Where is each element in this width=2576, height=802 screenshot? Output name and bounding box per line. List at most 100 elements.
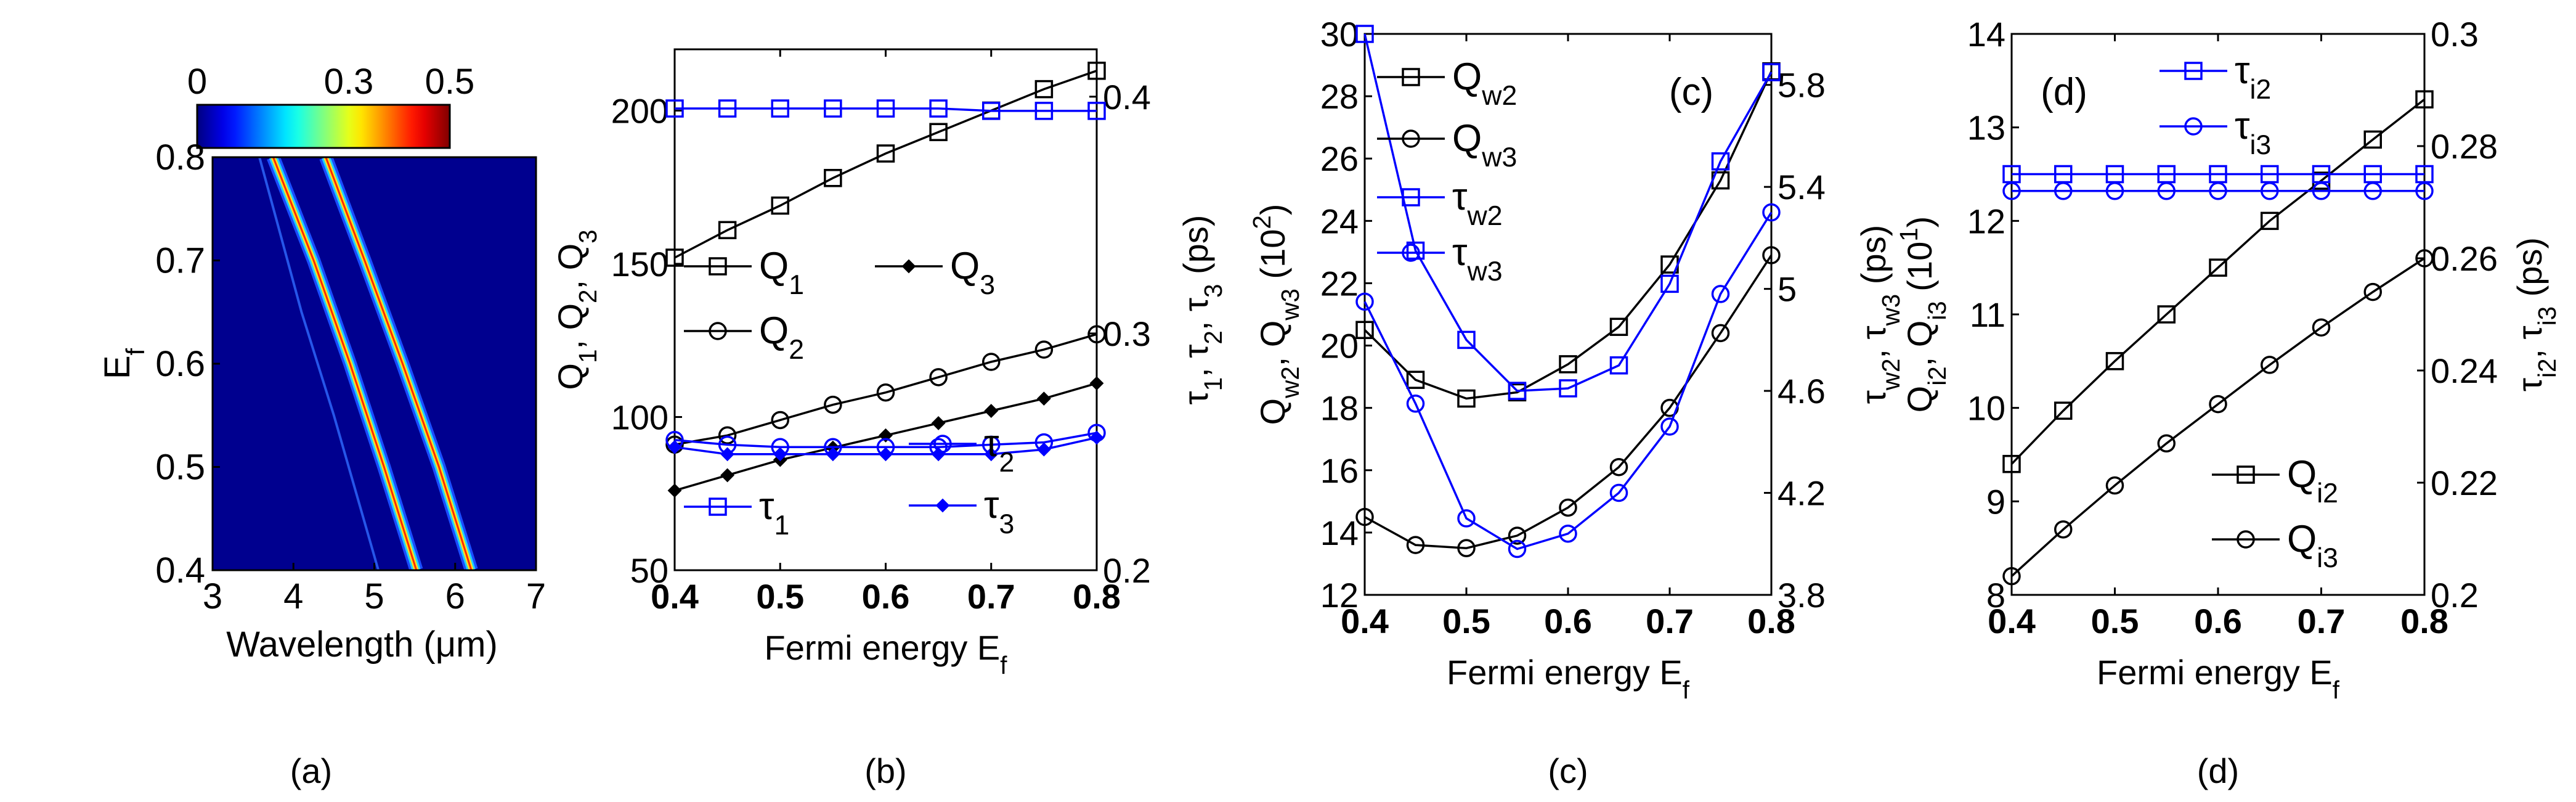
data-point: [824, 395, 842, 414]
data-point: [1609, 483, 1628, 502]
data-point: [879, 428, 893, 443]
right-tick-label: 0.24: [2431, 351, 2498, 390]
data-point: [720, 447, 735, 462]
right-tick-label: 0.22: [2431, 464, 2498, 502]
data-point: [2054, 401, 2073, 420]
data-point: [2105, 476, 2124, 495]
right-tick-label: 0.3: [1103, 314, 1151, 353]
x-tick-label: 0.6: [1544, 602, 1592, 640]
data-point: [771, 99, 789, 118]
data-point: [667, 483, 682, 498]
data-point: [720, 468, 735, 483]
legend-marker: [1402, 129, 1420, 148]
data-point: [665, 248, 684, 267]
data-point: [1406, 536, 1425, 554]
data-point: [1660, 417, 1679, 436]
legend-marker: [709, 322, 727, 340]
colorbar-tick-label: 0.3: [324, 62, 374, 102]
series-τi3: [2002, 182, 2434, 200]
x-tick-label: 3: [203, 576, 222, 616]
panel-d: 0.4 0.5 0.6 0.7 0.8 8 9 10 11 12 13 14 0.2 0.22 0.24 0.…: [1895, 15, 2561, 790]
data-point: [2157, 305, 2176, 324]
legend-marker: [2184, 117, 2203, 136]
ridge-core: [272, 157, 418, 570]
x-tick-label: 0.7: [1646, 602, 1694, 640]
data-point: [2002, 567, 2021, 586]
data-point: [826, 447, 840, 462]
legend-marker: [1402, 68, 1420, 86]
left-tick-label: 24: [1320, 202, 1359, 240]
right-tick-label: 0.4: [1103, 78, 1151, 117]
data-point: [929, 123, 948, 141]
left-tick-label: 14: [1320, 514, 1359, 552]
x-tick-label: 6: [445, 576, 465, 616]
data-point: [1762, 63, 1781, 81]
left-tick-label: 100: [611, 398, 668, 436]
series-Qw3: [1355, 246, 1781, 557]
series-line: [1364, 254, 1773, 549]
y-tick-label: 0.8: [155, 137, 205, 178]
data-point: [2312, 318, 2331, 337]
data-point: [665, 99, 684, 118]
data-point: [1089, 430, 1104, 445]
legend-entry: τ3: [909, 484, 1014, 539]
left-axis-label: Qi2, Qi3 (101): [1895, 216, 1951, 413]
data-point: [984, 404, 999, 418]
data-point: [824, 169, 842, 187]
x-tick-label: 0.5: [756, 577, 804, 616]
left-tick-label: 20: [1320, 327, 1359, 366]
data-point: [1559, 355, 1577, 374]
colorbar-tick-label: 0: [187, 62, 207, 102]
legend-marker: [933, 435, 952, 453]
data-point: [1508, 539, 1527, 559]
data-point: [2312, 182, 2331, 200]
x-tick-label: 4: [283, 576, 303, 616]
data-point: [1508, 526, 1527, 545]
left-tick-label: 150: [611, 245, 668, 284]
y-tick-label: 0.4: [155, 550, 205, 591]
data-point: [1711, 285, 1730, 303]
legend-label: Qw3: [1452, 117, 1517, 173]
data-point: [1355, 292, 1374, 311]
legend-entry: τw3: [1377, 231, 1503, 287]
data-point: [2261, 182, 2279, 200]
data-point: [876, 144, 895, 163]
data-point: [1036, 391, 1051, 406]
legend-marker: [709, 497, 727, 516]
data-point: [718, 426, 737, 445]
data-point: [773, 447, 787, 462]
legend-label: Qw2: [1452, 55, 1517, 111]
panel-caption: (b): [864, 751, 906, 790]
data-point: [2105, 182, 2124, 200]
legend-marker: [709, 257, 727, 276]
panel-c: 0.4 0.5 0.6 0.7 0.8 12 14 16 18 20 22 24 26 28 30 3.8 4.…: [1248, 15, 1905, 790]
right-tick-label: 4.6: [1778, 372, 1826, 411]
panel-caption: (a): [290, 751, 332, 790]
data-point: [982, 353, 1001, 371]
y-tick-label: 0.7: [155, 241, 205, 281]
data-point: [1355, 25, 1374, 43]
legend-marker: [1402, 188, 1420, 207]
x-tick-label: 0.4: [1341, 602, 1389, 640]
data-point: [2209, 395, 2227, 414]
legend-label: Q3: [950, 245, 995, 300]
data-point: [1559, 498, 1577, 517]
data-point: [1406, 370, 1425, 389]
data-point: [2002, 182, 2021, 200]
colorbar: [196, 104, 451, 149]
left-tick-label: 10: [1967, 389, 2005, 428]
y-axis-label: Ef: [97, 348, 150, 379]
panel-a: 0 0.3 0.5 3 4 5 6 7 0.4 0.5 0.6 0.7 0.8 Wavelength (μ…: [97, 62, 546, 790]
left-tick-label: 30: [1320, 15, 1359, 54]
x-tick-label: 0.8: [2400, 602, 2448, 640]
data-point: [824, 99, 842, 118]
colorbar-tick-label: 0.5: [425, 62, 475, 102]
left-tick-label: 8: [1986, 576, 2005, 615]
legend-entry: τi2: [2160, 49, 2271, 105]
data-point: [2363, 130, 2382, 149]
x-tick-label: 0.7: [2298, 602, 2346, 640]
data-point: [2261, 211, 2279, 231]
legend-marker: [2237, 530, 2255, 549]
right-tick-label: 0.26: [2431, 239, 2498, 278]
